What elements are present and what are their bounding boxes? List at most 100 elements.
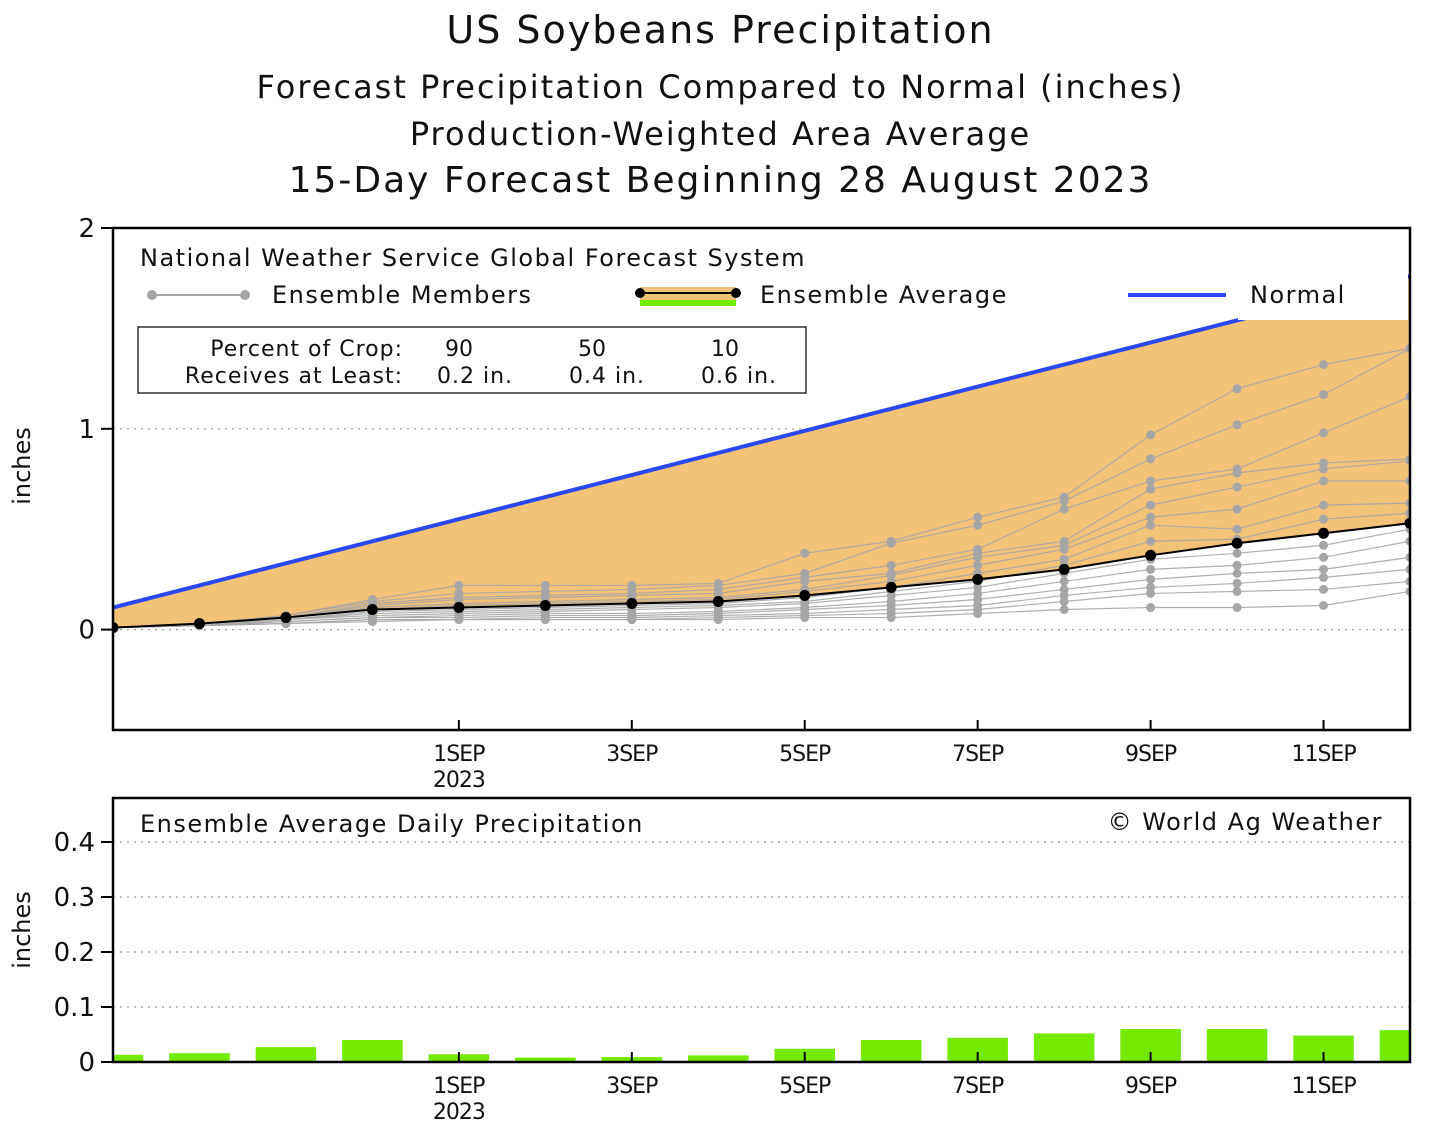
ensemble-member-line	[113, 396, 1410, 629]
legend-members-label: Ensemble Members	[272, 281, 533, 309]
ensemble-member-point	[1146, 512, 1156, 522]
ensemble-average-point	[453, 602, 465, 614]
legend-normal-label: Normal	[1250, 281, 1346, 309]
crop-row2-label: Receives at Least:	[185, 364, 403, 389]
legend-normal-backdrop	[1238, 272, 1408, 320]
ensemble-member-point	[1232, 482, 1242, 492]
ensemble-member-point	[886, 613, 896, 623]
ensemble-member-line	[113, 528, 1410, 629]
ensemble-member-point	[1319, 476, 1329, 486]
ensemble-member-point	[540, 615, 550, 625]
daily-bar	[860, 1040, 922, 1062]
bottom-frame	[111, 796, 1412, 1064]
top-xtick-label: 7SEP	[952, 742, 1004, 767]
ensemble-member-point	[1232, 586, 1242, 596]
ensemble-member-point	[1319, 360, 1329, 370]
ensemble-member-point	[1232, 560, 1242, 570]
bottom-ytick-label: 0.1	[54, 993, 95, 1023]
legend-members-marker-start	[147, 290, 157, 300]
top-xtick-label: 1SEP	[433, 742, 485, 767]
ensemble-member-point	[454, 615, 464, 625]
ensemble-member-point	[1319, 464, 1329, 474]
ensemble-member-point	[1059, 596, 1069, 606]
ensemble-member-point	[1319, 564, 1329, 574]
ensemble-member-point	[1232, 524, 1242, 534]
ensemble-member-point	[800, 548, 810, 558]
ensemble-member-line	[113, 347, 1410, 629]
bottom-xtick-label: 9SEP	[1125, 1074, 1177, 1099]
ensemble-average-point	[113, 622, 119, 634]
crop-row2-value-3: 0.6 in.	[701, 364, 777, 389]
ensemble-member-point	[1232, 548, 1242, 558]
deficit-area	[113, 276, 1410, 628]
ensemble-member-point	[1146, 564, 1156, 574]
ensemble-member-point	[973, 520, 983, 530]
chart-title: US Soybeans Precipitation	[446, 8, 995, 52]
ensemble-member-point	[1319, 514, 1329, 524]
ensemble-member-point	[1319, 540, 1329, 550]
ensemble-member-point	[1232, 420, 1242, 430]
daily-bar	[515, 1057, 576, 1062]
top-xtick-label: 11SEP	[1291, 742, 1356, 767]
ensemble-member-point	[800, 613, 810, 623]
ensemble-member-line	[113, 556, 1410, 629]
top-y-axis: 0 1 2	[78, 214, 113, 646]
ensemble-average-point	[972, 573, 984, 585]
bottom-xtick-year: 2023	[433, 1100, 485, 1125]
ensemble-average-point	[1404, 517, 1410, 529]
crop-row1-value-3: 10	[711, 337, 739, 362]
ensemble-member-point	[1232, 468, 1242, 478]
top-xtick-label: 5SEP	[779, 742, 831, 767]
ensemble-member-point	[1146, 574, 1156, 584]
normal-line	[113, 274, 1410, 610]
legend-average-label: Ensemble Average	[760, 281, 1008, 309]
top-ytick-label: 2	[78, 214, 95, 244]
ensemble-member-point	[1232, 568, 1242, 578]
ensemble-average-point	[885, 581, 897, 593]
ensemble-member-point	[1146, 454, 1156, 464]
legend-average-marker-start	[635, 288, 645, 298]
daily-bar	[1206, 1029, 1268, 1062]
bottom-xtick-label: 3SEP	[606, 1074, 658, 1099]
ensemble-average-point	[1318, 527, 1330, 539]
credit-text: © World Ag Weather	[1108, 808, 1383, 836]
bottom-bars	[113, 1029, 1410, 1062]
bottom-ytick-label: 0.4	[54, 828, 95, 858]
ensemble-average-line	[113, 522, 1410, 629]
legend-average-swatch	[640, 287, 736, 303]
crop-box-frame	[137, 326, 807, 394]
top-y-label: inches	[8, 427, 36, 505]
ensemble-member-point	[1059, 576, 1069, 586]
ensemble-member-point	[800, 576, 810, 586]
crop-row1-label: Percent of Crop:	[210, 337, 403, 362]
bottom-panel-title: Ensemble Average Daily Precipitation	[140, 810, 644, 838]
crop-row1-value-1: 90	[445, 337, 473, 362]
ensemble-average-point	[712, 595, 724, 607]
ensemble-member-point	[1146, 520, 1156, 530]
top-ytick-label: 1	[78, 415, 95, 445]
bottom-ytick-label: 0	[78, 1048, 95, 1078]
ensemble-member-point	[1059, 504, 1069, 514]
legend: National Weather Service Global Forecast…	[140, 244, 1408, 320]
legend-average-marker-end	[731, 288, 741, 298]
ensemble-member-point	[973, 512, 983, 522]
ensemble-average	[113, 517, 1410, 634]
crop-percent-box: Percent of Crop: 90 50 10 Receives at Le…	[137, 326, 807, 394]
ensemble-member-point	[973, 560, 983, 570]
top-plot-area	[113, 274, 1410, 634]
ensemble-member-point	[454, 580, 464, 590]
top-xtick-year: 2023	[433, 768, 485, 793]
ensemble-average-point	[626, 597, 638, 609]
ensemble-member-point	[367, 617, 377, 627]
ensemble-member-point	[973, 552, 983, 562]
ensemble-member-line	[113, 502, 1410, 629]
ensemble-member-point	[713, 615, 723, 625]
ensemble-member-point	[1146, 484, 1156, 494]
ensemble-member-line	[113, 512, 1410, 629]
top-xtick-label: 3SEP	[606, 742, 658, 767]
top-frame	[111, 226, 1412, 732]
